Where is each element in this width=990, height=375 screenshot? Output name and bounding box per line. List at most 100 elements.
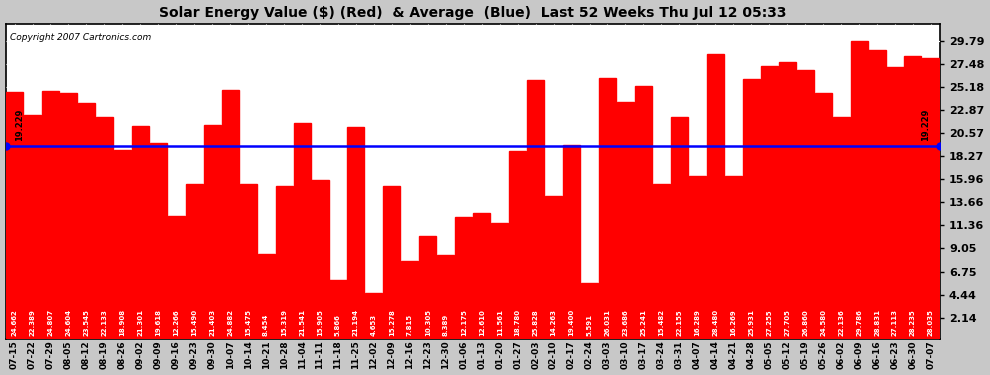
Bar: [222, 90, 239, 339]
Bar: [509, 151, 527, 339]
Text: 21.301: 21.301: [138, 309, 144, 336]
Text: 12.175: 12.175: [460, 309, 466, 336]
Text: 23.545: 23.545: [83, 309, 89, 336]
Bar: [905, 56, 922, 339]
Bar: [671, 117, 688, 339]
Bar: [186, 184, 203, 339]
Bar: [599, 78, 616, 339]
Bar: [527, 80, 545, 339]
Bar: [167, 216, 185, 339]
Bar: [815, 93, 832, 339]
Bar: [401, 261, 419, 339]
Bar: [707, 54, 724, 339]
Text: 26.031: 26.031: [605, 309, 611, 336]
Text: 4.653: 4.653: [371, 314, 377, 336]
Bar: [132, 126, 148, 339]
Text: 12.266: 12.266: [173, 309, 179, 336]
Text: 15.482: 15.482: [658, 309, 664, 336]
Bar: [868, 50, 886, 339]
Bar: [742, 79, 759, 339]
Text: 24.604: 24.604: [65, 309, 71, 336]
Bar: [617, 102, 634, 339]
Bar: [652, 184, 670, 339]
Text: 27.705: 27.705: [784, 309, 790, 336]
Text: 28.831: 28.831: [874, 309, 880, 336]
Bar: [886, 68, 904, 339]
Bar: [797, 70, 814, 339]
Text: 19.229: 19.229: [16, 109, 25, 141]
Bar: [420, 236, 437, 339]
Text: 27.113: 27.113: [892, 309, 898, 336]
Bar: [383, 186, 400, 339]
Text: 21.541: 21.541: [299, 309, 305, 336]
Bar: [689, 176, 706, 339]
Bar: [491, 224, 508, 339]
Bar: [330, 280, 346, 339]
Text: 28.235: 28.235: [910, 309, 916, 336]
Text: 19.400: 19.400: [568, 309, 574, 336]
Bar: [635, 86, 652, 339]
Text: 27.255: 27.255: [766, 309, 772, 336]
Text: 8.454: 8.454: [263, 314, 269, 336]
Text: 15.475: 15.475: [246, 309, 251, 336]
Text: 18.908: 18.908: [120, 309, 126, 336]
Text: 15.319: 15.319: [281, 309, 287, 336]
Text: 10.305: 10.305: [425, 309, 431, 336]
Text: 23.686: 23.686: [623, 309, 629, 336]
Text: 28.480: 28.480: [713, 309, 719, 336]
Bar: [275, 186, 293, 339]
Text: 12.610: 12.610: [479, 309, 485, 336]
Text: 24.807: 24.807: [48, 309, 53, 336]
Bar: [833, 117, 849, 339]
Bar: [365, 292, 382, 339]
Text: 14.263: 14.263: [550, 309, 556, 336]
Text: 29.786: 29.786: [856, 309, 862, 336]
Text: 5.866: 5.866: [335, 314, 341, 336]
Text: 24.580: 24.580: [820, 309, 826, 336]
Text: 18.780: 18.780: [515, 309, 521, 336]
Text: 15.905: 15.905: [317, 309, 323, 336]
Text: 19.229: 19.229: [921, 109, 930, 141]
Bar: [563, 145, 580, 339]
Bar: [850, 40, 867, 339]
Text: 24.882: 24.882: [227, 309, 234, 336]
Bar: [760, 66, 778, 339]
Bar: [78, 103, 95, 339]
Title: Solar Energy Value ($) (Red)  & Average  (Blue)  Last 52 Weeks Thu Jul 12 05:33: Solar Energy Value ($) (Red) & Average (…: [159, 6, 786, 20]
Bar: [293, 123, 311, 339]
Text: 28.035: 28.035: [928, 309, 934, 336]
Bar: [257, 255, 274, 339]
Text: 21.194: 21.194: [353, 309, 359, 336]
Bar: [923, 58, 940, 339]
Bar: [24, 115, 41, 339]
Text: 19.618: 19.618: [155, 309, 161, 336]
Text: 25.241: 25.241: [641, 309, 646, 336]
Text: 22.155: 22.155: [676, 309, 682, 336]
Text: 26.860: 26.860: [802, 309, 808, 336]
Bar: [96, 117, 113, 339]
Text: 5.591: 5.591: [586, 314, 593, 336]
Text: 24.662: 24.662: [12, 309, 18, 336]
Bar: [240, 184, 256, 339]
Text: 7.815: 7.815: [407, 314, 413, 336]
Text: 8.389: 8.389: [443, 314, 448, 336]
Bar: [347, 127, 364, 339]
Text: 22.389: 22.389: [30, 309, 36, 336]
Bar: [149, 142, 167, 339]
Text: Copyright 2007 Cartronics.com: Copyright 2007 Cartronics.com: [10, 33, 151, 42]
Bar: [545, 196, 562, 339]
Bar: [455, 217, 472, 339]
Bar: [312, 180, 329, 339]
Text: 16.289: 16.289: [694, 309, 700, 336]
Text: 25.931: 25.931: [748, 309, 754, 336]
Bar: [204, 125, 221, 339]
Text: 15.278: 15.278: [389, 309, 395, 336]
Bar: [438, 255, 454, 339]
Bar: [473, 213, 490, 339]
Bar: [60, 93, 77, 339]
Bar: [42, 91, 59, 339]
Bar: [779, 62, 796, 339]
Text: 22.136: 22.136: [839, 309, 844, 336]
Bar: [6, 92, 23, 339]
Bar: [114, 150, 131, 339]
